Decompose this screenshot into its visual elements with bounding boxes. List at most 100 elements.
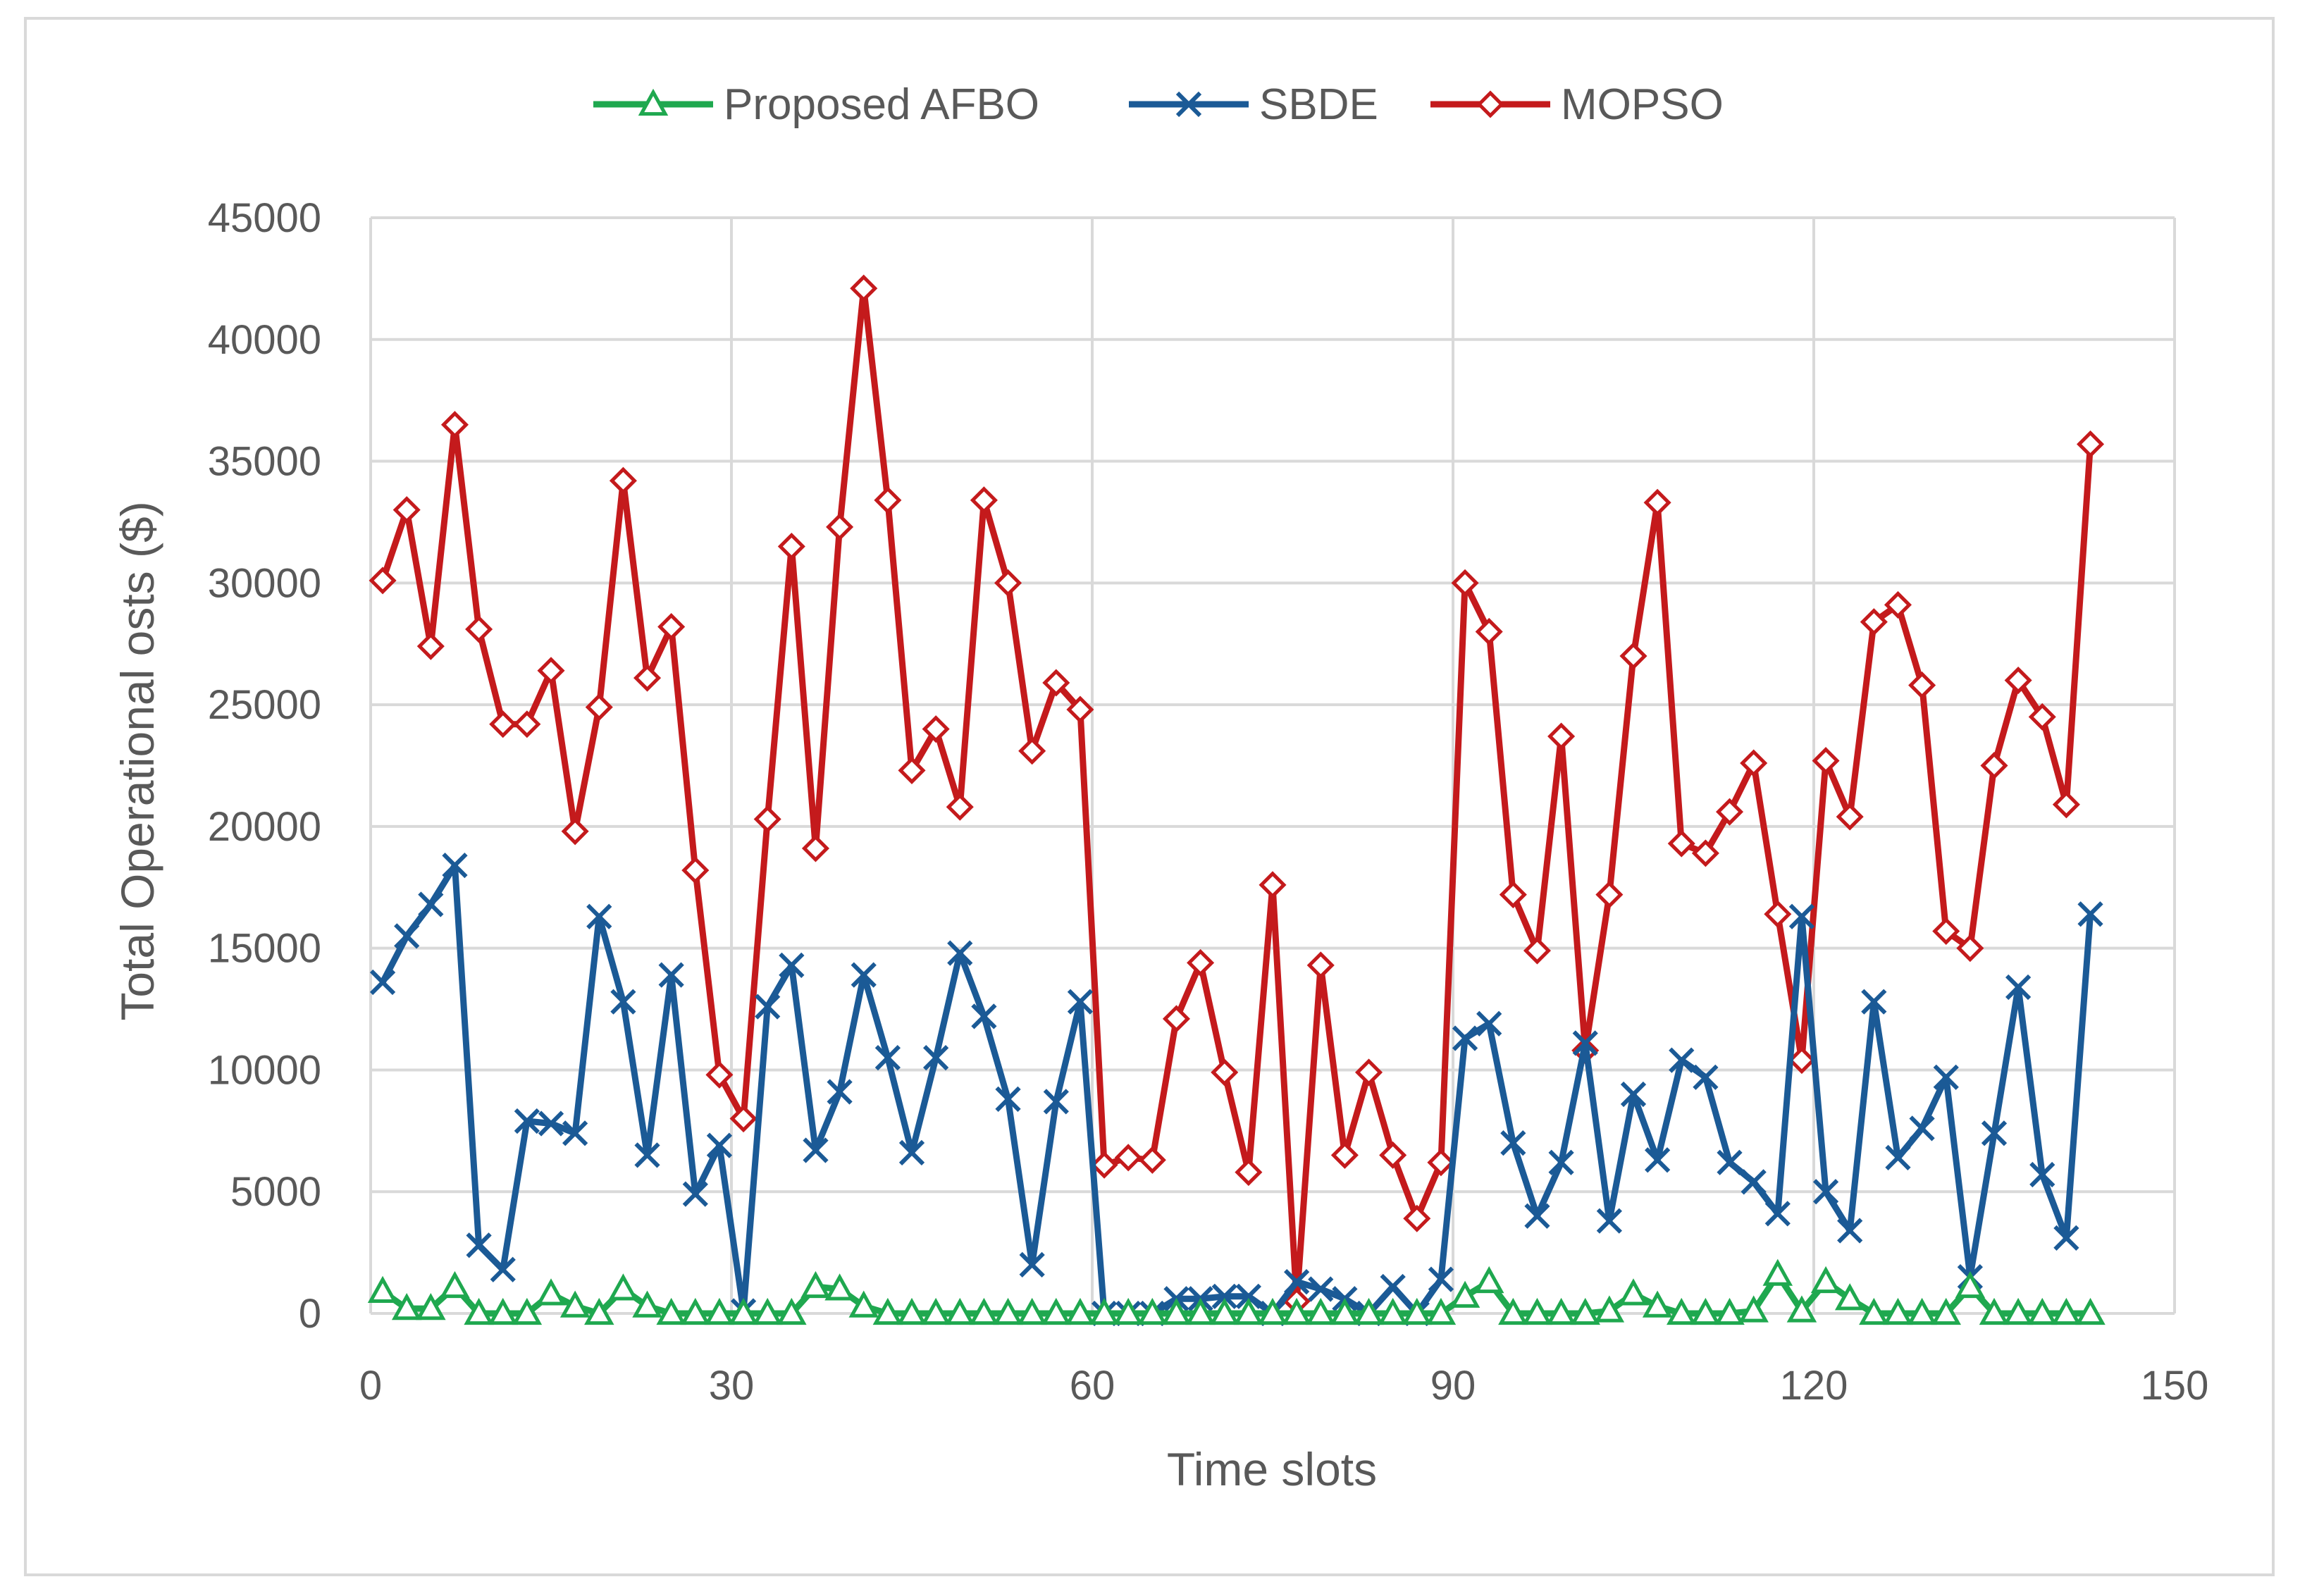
data-point-mopso <box>1475 617 1503 645</box>
data-point-mopso <box>633 664 662 692</box>
y-tick-label: 5000 <box>230 1169 321 1215</box>
data-point-mopso <box>1066 695 1094 724</box>
data-point-mopso <box>392 496 421 524</box>
x-tick-label: 150 <box>2141 1363 2209 1409</box>
data-point-sbde <box>538 1111 564 1137</box>
data-point-sbde <box>1548 1149 1574 1175</box>
x-marker-stroke <box>1019 1251 1045 1278</box>
data-point-sbde <box>971 1003 997 1029</box>
data-point-proposed-afbo <box>1209 1297 1239 1325</box>
data-point-mopso <box>1235 1158 1263 1187</box>
data-point-mopso <box>369 567 397 595</box>
x-marker-stroke <box>1476 1010 1502 1037</box>
y-tick-label: 0 <box>299 1291 321 1337</box>
data-point-mopso <box>1715 798 1744 826</box>
data-point-sbde <box>1019 1251 1045 1278</box>
data-point-proposed-afbo <box>1257 1297 1288 1325</box>
data-point-mopso <box>1956 934 1984 963</box>
data-point-sbde <box>682 1181 708 1207</box>
x-marker-stroke <box>1211 1283 1237 1309</box>
data-point-proposed-afbo <box>920 1297 951 1325</box>
data-point-mopso <box>801 834 830 862</box>
x-marker-stroke <box>466 1232 492 1258</box>
x-marker-stroke <box>1452 1025 1478 1051</box>
x-marker-stroke <box>1620 1081 1647 1108</box>
data-point-sbde <box>995 1086 1021 1113</box>
data-point-proposed-afbo <box>1931 1297 1961 1325</box>
data-point-sbde <box>586 903 612 929</box>
data-point-proposed-afbo <box>1834 1283 1865 1311</box>
data-point-proposed-afbo <box>1786 1295 1817 1323</box>
data-point-sbde <box>369 969 396 996</box>
legend-label: Proposed AFBO <box>724 80 1039 129</box>
data-point-sbde <box>755 994 781 1020</box>
data-point-mopso <box>585 693 613 722</box>
x-marker-stroke <box>1741 1169 1767 1195</box>
x-marker-stroke <box>1837 1218 1863 1244</box>
data-point-mopso <box>537 657 565 685</box>
data-point-proposed-afbo <box>2003 1297 2034 1325</box>
data-point-mopso <box>970 486 998 514</box>
data-point-proposed-afbo <box>608 1273 638 1301</box>
data-point-proposed-afbo <box>1137 1297 1168 1325</box>
data-point-proposed-afbo <box>632 1290 662 1318</box>
x-marker-stroke <box>634 1142 660 1168</box>
data-point-mopso <box>826 513 854 541</box>
data-point-proposed-afbo <box>440 1270 470 1299</box>
data-point-proposed-afbo <box>704 1297 735 1325</box>
data-point-mopso <box>1595 881 1624 909</box>
data-point-mopso <box>513 710 541 738</box>
data-point-proposed-afbo <box>559 1290 591 1318</box>
x-marker-stroke <box>755 994 781 1020</box>
data-point-proposed-afbo <box>777 1297 807 1325</box>
data-point-mopso <box>1523 936 1552 965</box>
data-point-mopso <box>1211 1058 1239 1087</box>
data-point-sbde <box>466 1232 492 1258</box>
data-point-mopso <box>561 817 589 846</box>
data-point-proposed-afbo <box>656 1297 686 1325</box>
data-point-proposed-afbo <box>1762 1258 1793 1286</box>
data-point-mopso <box>2028 703 2056 731</box>
data-point-sbde <box>1235 1283 1261 1309</box>
x-marker-stroke <box>418 891 444 917</box>
data-point-proposed-afbo <box>993 1297 1023 1325</box>
x-marker-stroke <box>442 853 468 879</box>
x-marker-stroke <box>2053 1225 2079 1251</box>
x-marker-stroke <box>874 1045 901 1071</box>
data-point-mopso <box>753 805 781 834</box>
data-point-mopso <box>946 793 974 821</box>
y-tick-label: 35000 <box>208 439 321 485</box>
x-tick-label: 30 <box>709 1363 755 1409</box>
x-marker-stroke <box>898 1139 925 1166</box>
data-point-mopso <box>1932 917 1960 946</box>
data-point-sbde <box>394 923 420 949</box>
data-point-proposed-afbo <box>512 1297 543 1325</box>
x-marker-stroke <box>1933 1064 1959 1090</box>
data-point-proposed-afbo <box>2027 1297 2058 1325</box>
data-point-proposed-afbo <box>1955 1270 1986 1299</box>
y-tick-label: 40000 <box>208 317 321 363</box>
data-point-proposed-afbo <box>1738 1295 1769 1323</box>
x-marker-stroke <box>1175 91 1202 118</box>
data-point-sbde <box>1933 1064 1959 1090</box>
x-marker-stroke <box>995 1086 1021 1113</box>
data-point-proposed-afbo <box>1378 1297 1408 1325</box>
data-point-mopso <box>1090 1151 1118 1179</box>
legend-label: MOPSO <box>1561 80 1724 129</box>
legend-item-proposed-afbo: Proposed AFBO <box>593 80 1039 129</box>
data-point-proposed-afbo <box>872 1297 903 1325</box>
x-marker-stroke <box>1380 1273 1406 1300</box>
data-point-proposed-afbo <box>1306 1297 1336 1325</box>
y-tick-label: 15000 <box>208 926 321 972</box>
series-sbde <box>369 853 2103 1327</box>
data-point-sbde <box>706 1132 733 1158</box>
data-point-proposed-afbo <box>969 1297 999 1325</box>
data-point-proposed-afbo <box>1402 1297 1433 1325</box>
data-point-proposed-afbo <box>464 1297 494 1325</box>
data-point-mopso <box>1330 1141 1359 1169</box>
data-point-mopso <box>850 274 878 302</box>
x-marker-stroke <box>1788 903 1815 929</box>
legend: Proposed AFBO SBDE MOPSO <box>593 80 1724 129</box>
data-point-sbde <box>1452 1025 1478 1051</box>
data-point-mopso <box>922 715 950 743</box>
